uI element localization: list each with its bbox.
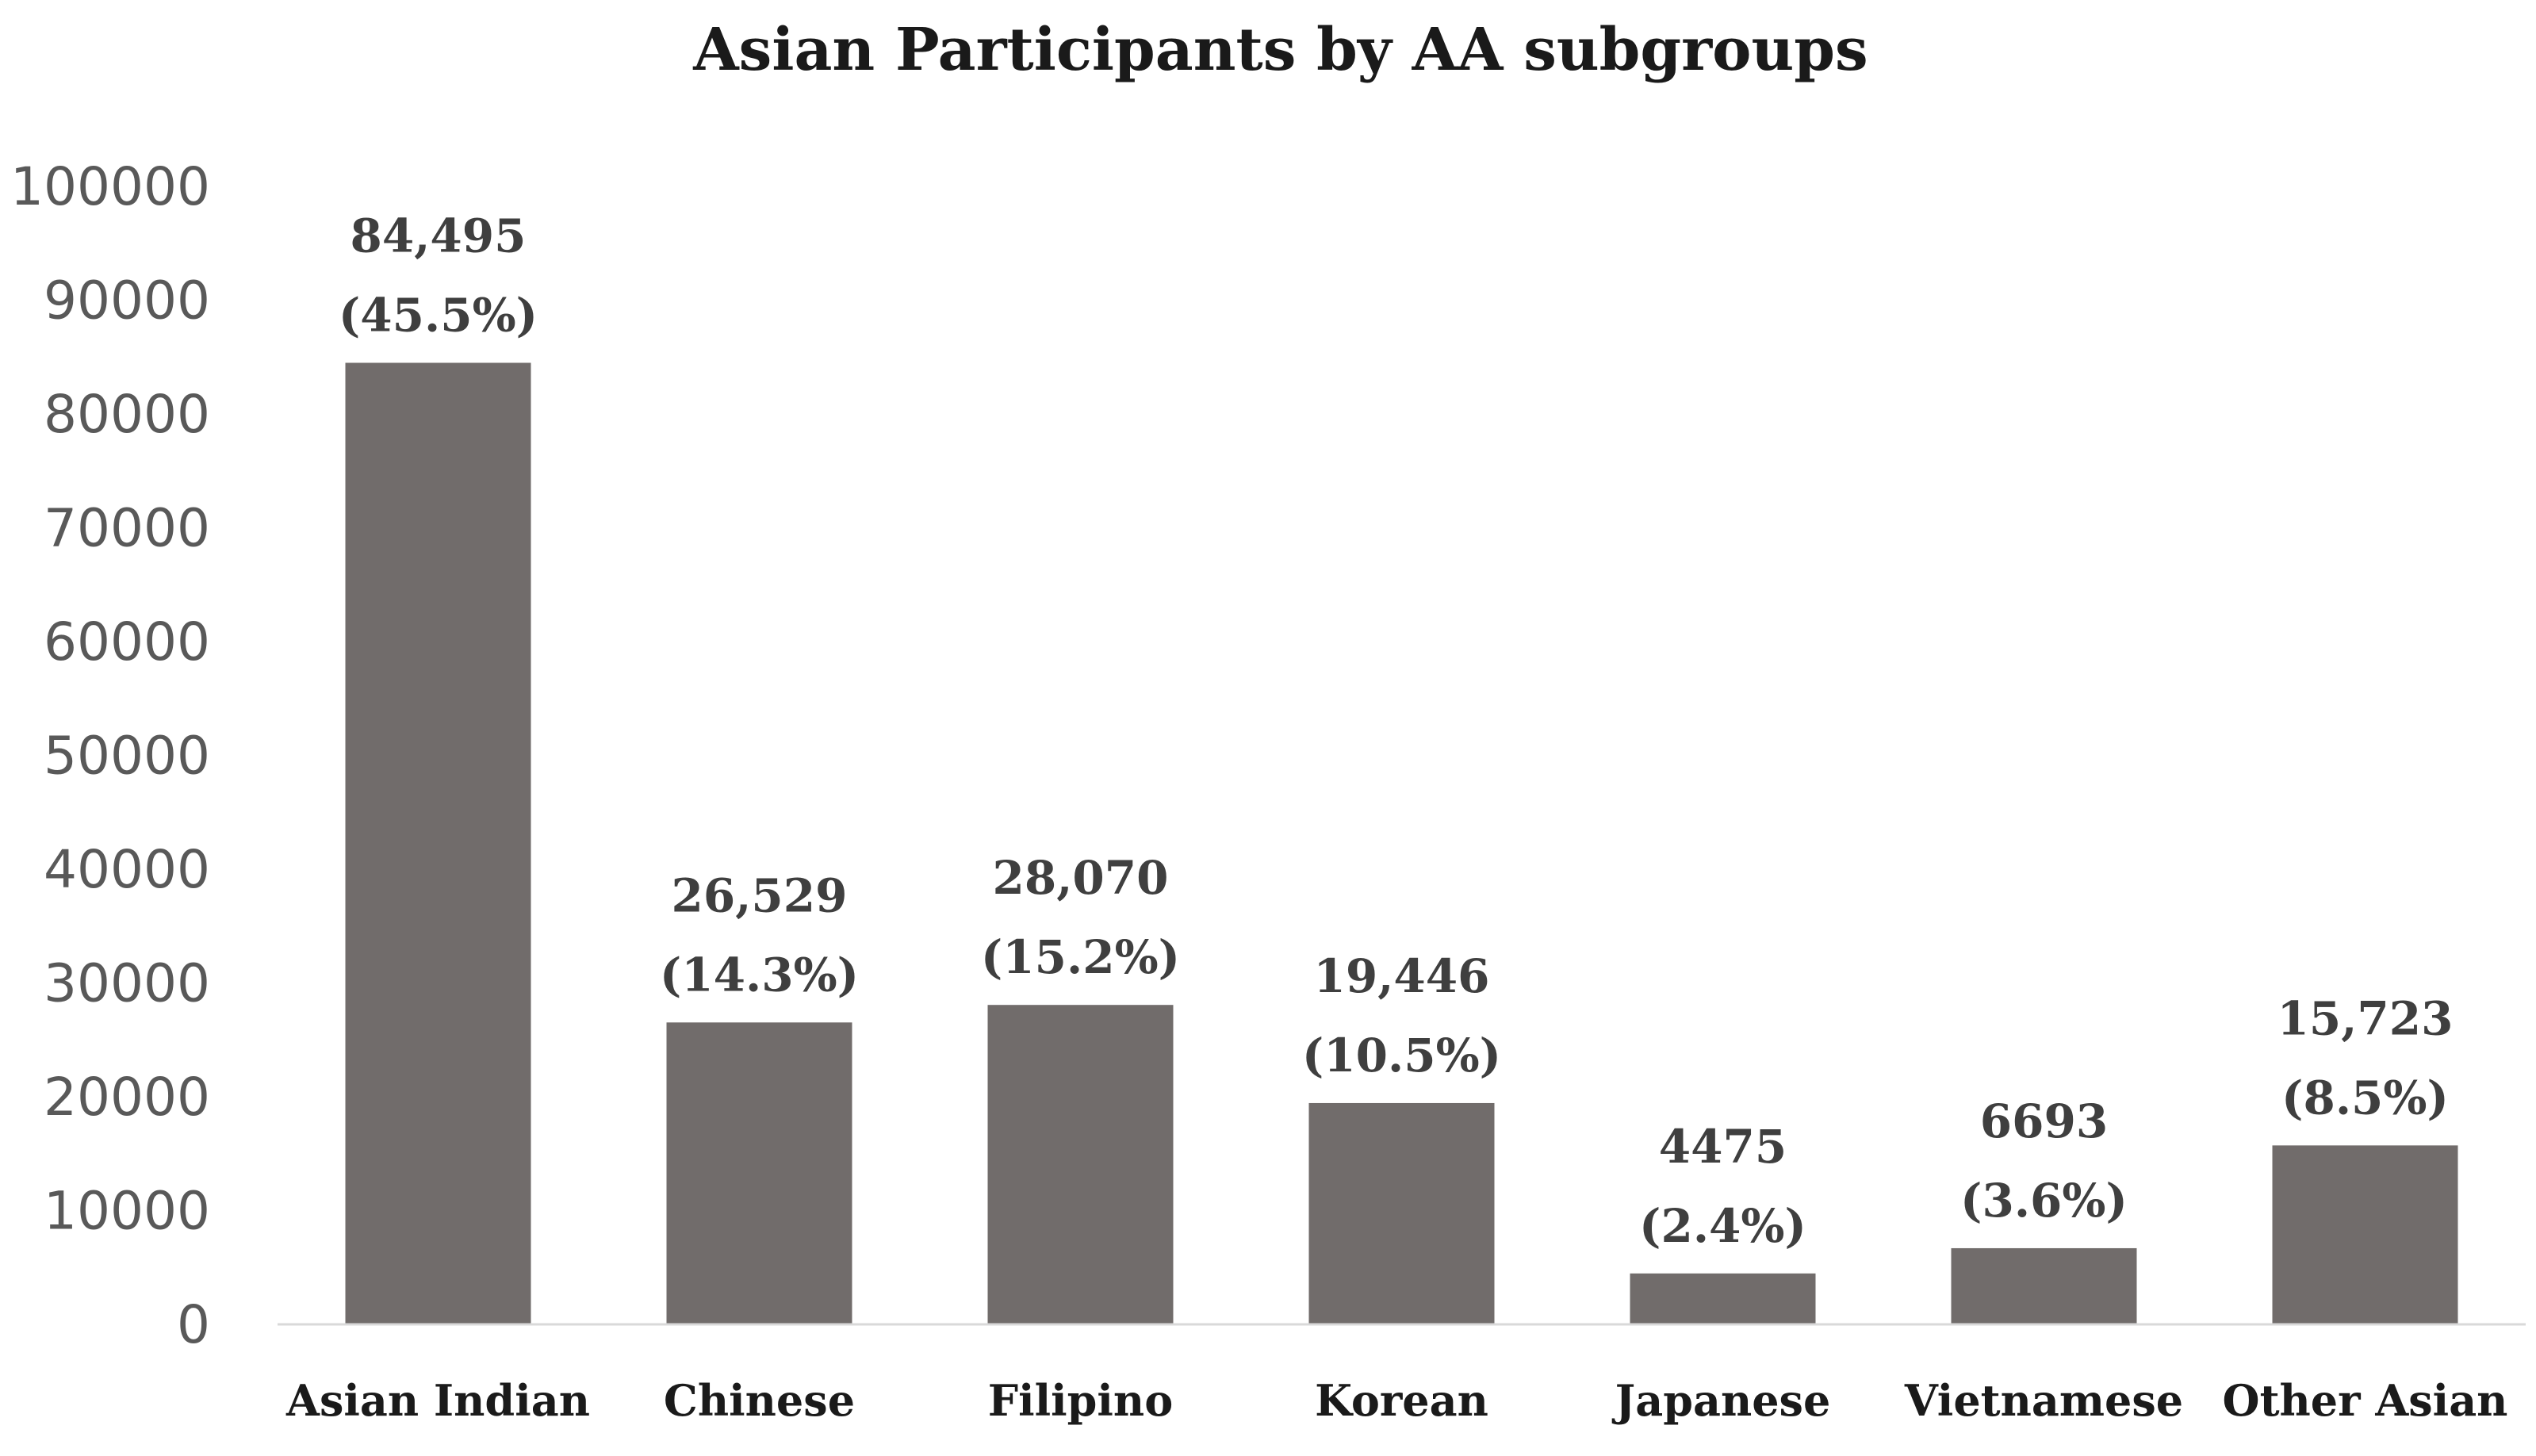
y-tick-label: 30000 <box>44 953 210 1014</box>
chart-title: Asian Participants by AA subgroups <box>692 16 1868 84</box>
x-tick-label: Filipino <box>988 1375 1173 1426</box>
data-label-count: 26,529 <box>672 868 848 922</box>
data-label-count: 15,723 <box>2277 991 2454 1045</box>
data-label-count: 19,446 <box>1314 949 1490 1003</box>
x-tick-label: Chinese <box>664 1375 855 1426</box>
data-label-percent: (2.4%) <box>1639 1199 1806 1253</box>
y-tick-label: 100000 <box>10 156 210 217</box>
bar-japanese <box>1630 1273 1816 1324</box>
y-tick-label: 20000 <box>44 1067 210 1128</box>
y-tick-label: 70000 <box>44 498 210 559</box>
y-tick-label: 40000 <box>44 839 210 900</box>
bar-korean <box>1308 1102 1495 1324</box>
data-label-count: 84,495 <box>351 209 527 262</box>
y-tick-label: 60000 <box>44 611 210 672</box>
bar-filipino <box>987 1005 1174 1324</box>
data-label-count: 4475 <box>1659 1120 1787 1174</box>
data-label-count: 6693 <box>1980 1094 2108 1148</box>
y-axis-ticks: 0 10000 20000 30000 40000 50000 60000 70000 8000… <box>10 156 210 1355</box>
y-tick-label: 10000 <box>44 1181 210 1242</box>
bar-vietnamese <box>1951 1247 2137 1324</box>
y-tick-label: 80000 <box>44 384 210 445</box>
x-tick-label: Vietnamese <box>1904 1375 2183 1426</box>
data-label-percent: (14.3%) <box>660 948 859 1002</box>
data-label-percent: (8.5%) <box>2281 1071 2449 1125</box>
y-tick-label: 0 <box>177 1294 210 1355</box>
data-labels: (45.5%) 84,495 (14.3%) 26,529 (15.2%) 28,070 (… <box>339 209 2454 1252</box>
x-tick-label: Korean <box>1315 1375 1488 1426</box>
bars <box>345 362 2458 1324</box>
data-label-percent: (10.5%) <box>1302 1029 1501 1082</box>
y-tick-label: 90000 <box>44 270 210 331</box>
x-tick-label: Other Asian <box>2223 1375 2508 1426</box>
x-axis-ticks: Asian Indian Chinese Filipino Korean Japanes… <box>285 1375 2507 1426</box>
x-tick-label: Japanese <box>1612 1375 1831 1426</box>
bar-other-asian <box>2272 1145 2458 1324</box>
bar-chinese <box>666 1022 852 1324</box>
y-tick-label: 50000 <box>44 726 210 787</box>
bar-asian-indian <box>345 362 531 1324</box>
data-label-percent: (15.2%) <box>981 930 1180 984</box>
data-label-percent: (45.5%) <box>339 288 538 342</box>
data-label-count: 28,070 <box>993 851 1169 905</box>
data-label-percent: (3.6%) <box>1960 1174 2128 1228</box>
x-tick-label: Asian Indian <box>285 1375 590 1426</box>
